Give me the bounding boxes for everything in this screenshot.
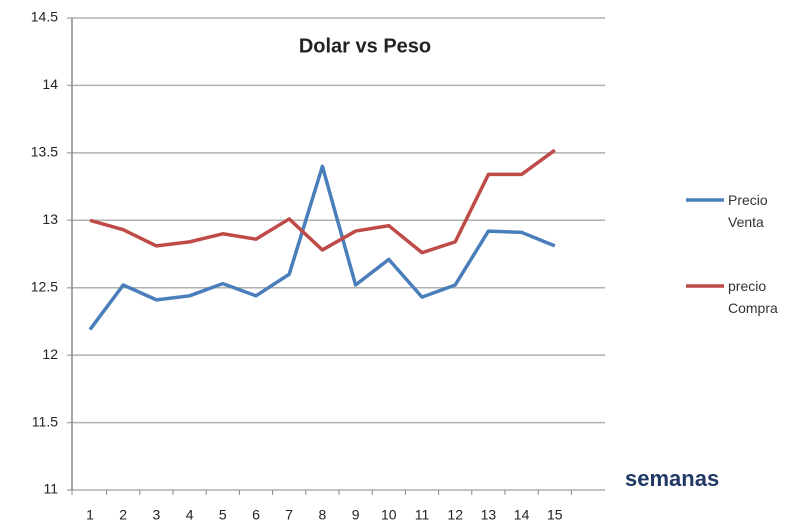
chart-title: Dolar vs Peso [299,35,431,57]
x-tick-label: 1 [86,507,94,523]
legend-label: Precio Venta [728,192,768,230]
x-tick-label: 3 [153,507,161,523]
legend-label: precio Compra [728,278,778,316]
y-tick-label: 14 [42,76,58,92]
y-tick-label: 12 [42,346,58,362]
y-tick-label: 13.5 [31,144,58,160]
y-tick-label: 11 [43,481,58,497]
x-tick-label: 12 [447,507,463,523]
series-line [88,164,556,331]
series-line [89,148,556,255]
y-tick-label: 14.5 [31,9,58,25]
x-tick-label: 5 [219,507,227,523]
x-tick-label: 14 [514,507,530,523]
y-tick-label: 13 [42,211,58,227]
x-axis-label: semanas [625,466,719,491]
y-tick-label: 12.5 [31,278,58,294]
x-tick-label: 4 [186,507,194,523]
x-tick-label: 2 [119,507,127,523]
x-tick-label: 15 [547,507,563,523]
x-tick-label: 13 [481,507,497,523]
y-tick-label: 11.5 [32,413,58,429]
x-tick-label: 8 [319,507,327,523]
x-tick-label: 9 [352,507,360,523]
x-tick-label: 10 [381,507,397,523]
x-tick-label: 11 [415,507,430,523]
x-tick-label: 7 [285,507,293,523]
x-tick-label: 6 [252,507,260,523]
